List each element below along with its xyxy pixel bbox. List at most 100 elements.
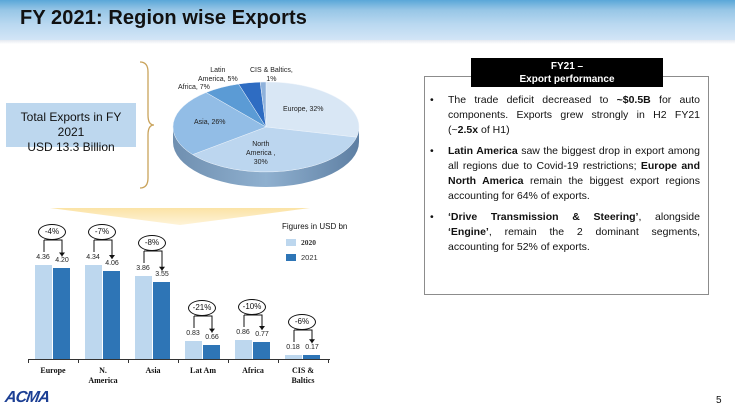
x-axis-tick — [28, 359, 29, 363]
pie-label-europe: Europe, 32% — [283, 106, 324, 113]
bullet-emphasis: ‘Engine’ — [448, 226, 489, 238]
performance-heading-line2: Export performance — [519, 74, 615, 85]
pie-chart-graphic — [172, 81, 360, 187]
pie-label-line: 30% — [253, 159, 268, 166]
change-percent-badge: -6% — [288, 314, 316, 331]
bar-chart: 4.36 4.20 -4% Europe 4.34 4.06 -7% N. America 3.8… — [20, 223, 340, 395]
change-arrow-icon — [93, 239, 115, 260]
change-arrow-icon — [293, 329, 315, 344]
value-label-2020: 4.34 — [86, 254, 100, 262]
bullet-emphasis: 2.5x — [457, 124, 479, 136]
funnel-arrow-shape — [50, 208, 310, 225]
total-exports-box: Total Exports in FY 2021 USD 13.3 Billio… — [6, 103, 136, 154]
page-number: 5 — [716, 395, 722, 406]
value-label-2021: 0.77 — [255, 331, 269, 339]
category-label-line: N. — [99, 366, 107, 375]
bullet-text: ‘Drive Transmission & Steering’, alongsi… — [448, 210, 700, 255]
category-label: Lat Am — [178, 366, 228, 376]
value-label-2021: 4.20 — [55, 257, 69, 265]
pie-label-asia: Asia, 26% — [194, 119, 226, 126]
change-percent-badge: -10% — [238, 299, 266, 316]
bullet-emphasis: ‘Drive Transmission & Steering’ — [448, 211, 639, 223]
value-label-2021: 3.55 — [155, 271, 169, 279]
pie-label-africa: Africa, 7% — [178, 84, 210, 91]
category-label-line: CIS & — [291, 366, 314, 375]
change-arrow-icon — [243, 314, 265, 331]
value-label-2020: 3.86 — [136, 264, 150, 272]
category-label: Asia — [128, 366, 178, 376]
category-label: CIS & Baltics — [278, 366, 328, 386]
performance-heading: FY21 – Export performance — [471, 58, 663, 87]
bullet-fragment: , remain the 2 dominant segments, accoun… — [448, 226, 700, 253]
bullet-item: • ‘Drive Transmission & Steering’, alongs… — [428, 210, 700, 255]
change-percent-badge: -8% — [138, 234, 166, 251]
bar-2021 — [103, 271, 120, 359]
value-label-2020: 4.36 — [36, 253, 50, 261]
bar-2020 — [285, 355, 302, 359]
value-label-2020: 0.18 — [286, 344, 300, 352]
x-axis-tick — [328, 359, 329, 363]
bullet-item: • The trade deficit decreased to ~$0.5B f… — [428, 93, 700, 138]
page-title: FY 2021: Region wise Exports — [20, 7, 307, 29]
pie-label-north-america: North America , 30% — [246, 140, 276, 167]
bar-2020 — [85, 265, 102, 359]
category-label-line: Europe — [40, 366, 66, 375]
pie-label-line: America, 5% — [198, 76, 238, 83]
total-exports-value: USD 13.3 Billion — [27, 140, 115, 154]
legend-label: 2020 — [301, 238, 316, 247]
slide-header: FY 2021: Region wise Exports — [0, 0, 735, 44]
change-arrow-icon — [143, 250, 165, 271]
bullet-fragment: The trade deficit decreased to — [448, 94, 617, 106]
value-label-2020: 0.86 — [236, 329, 250, 337]
bar-2020 — [185, 341, 202, 359]
category-label-line: Africa — [242, 366, 264, 375]
bar-2021 — [253, 342, 270, 359]
bar-2020 — [35, 264, 52, 359]
bar-2020 — [235, 340, 252, 359]
total-exports-label: Total Exports in FY 2021 — [20, 110, 122, 139]
bar-2021 — [53, 268, 70, 359]
legend-swatch-2020 — [286, 239, 296, 246]
pie-chart: Europe, 32% North America , 30% Asia, 26… — [168, 60, 368, 195]
legend-swatch-2021 — [286, 254, 296, 261]
category-label-line: Baltics — [291, 376, 315, 385]
bullet-emphasis: ~$0.5B — [616, 94, 651, 106]
bullet-dot-icon: • — [430, 211, 434, 223]
acma-logo: ACMA — [3, 389, 51, 406]
bar-2021 — [203, 344, 220, 359]
bullet-dot-icon: • — [430, 145, 434, 157]
change-percent-badge: -21% — [188, 300, 216, 317]
x-axis-tick — [78, 359, 79, 363]
value-label-2020: 0.83 — [186, 330, 200, 338]
bullet-fragment: , alongside — [638, 211, 700, 223]
pie-label-line: CIS & Baltics, — [250, 67, 293, 74]
legend-label: 2021 — [301, 253, 318, 262]
curly-brace-icon — [139, 61, 155, 189]
x-axis-tick — [278, 359, 279, 363]
bar-2021 — [303, 355, 320, 359]
category-label-line: Asia — [145, 366, 161, 375]
category-label-line: America — [88, 376, 118, 385]
bullet-emphasis: Europe and North America — [448, 160, 701, 187]
legend-item-2020: 2020 — [286, 238, 316, 247]
performance-heading-line1: FY21 – — [550, 61, 584, 72]
bar-2020 — [135, 275, 152, 359]
bullet-fragment: for auto components. Exports grew strong… — [448, 94, 700, 136]
value-label-2021: 0.66 — [205, 333, 219, 341]
legend-item-2021: 2021 — [286, 253, 318, 262]
performance-bullets: • The trade deficit decreased to ~$0.5B f… — [428, 93, 700, 261]
bullet-dot-icon: • — [430, 94, 434, 106]
pie-label-line: 1% — [266, 76, 277, 83]
pie-label-line: North — [252, 141, 270, 148]
bullet-fragment: saw the biggest drop in export among all… — [448, 145, 700, 172]
bullet-emphasis: Latin America — [448, 145, 518, 157]
x-axis-tick — [128, 359, 129, 363]
value-label-2021: 4.06 — [105, 260, 119, 268]
legend-title: Figures in USD bn — [282, 222, 348, 231]
pie-label-latin-america: Latin America, 5% — [198, 66, 238, 84]
pie-label-cis-baltics: CIS & Baltics, 1% — [250, 66, 293, 84]
x-axis-line — [28, 359, 330, 360]
change-arrow-icon — [193, 315, 215, 333]
category-label: Europe — [28, 366, 78, 376]
x-axis-tick — [228, 359, 229, 363]
